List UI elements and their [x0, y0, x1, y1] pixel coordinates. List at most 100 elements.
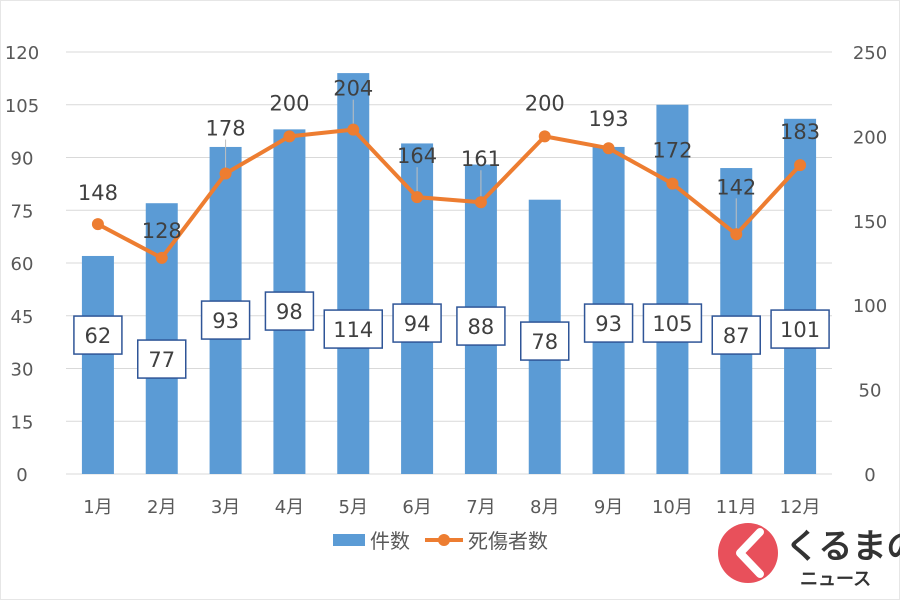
line-data-label: 161: [461, 147, 501, 171]
line-series: [91, 123, 807, 264]
x-tick-label: 9月: [594, 497, 623, 518]
x-tick-label: 5月: [339, 497, 368, 518]
right-tick-label: 50: [859, 381, 882, 402]
right-tick-label: 0: [864, 465, 875, 486]
line-point: [347, 123, 360, 136]
bar-label-box: [323, 309, 383, 349]
logo-text-main: くるまの: [785, 527, 900, 567]
left-tick-label: 105: [5, 96, 39, 117]
line-data-label: 142: [716, 175, 756, 199]
bar-data-label: 77: [148, 348, 175, 372]
legend-line-marker: [438, 534, 450, 546]
gridlines: [66, 51, 832, 475]
right-tick-label: 250: [853, 43, 887, 64]
line-point: [602, 142, 615, 155]
bar-data-label: 114: [333, 318, 373, 342]
bar: [656, 104, 689, 474]
line-data-label: 164: [397, 144, 437, 168]
line-point: [283, 130, 296, 143]
bar-data-label: 101: [780, 318, 820, 342]
bar-label-box: [711, 315, 761, 355]
bar: [81, 255, 114, 474]
logo-circle: [718, 523, 778, 583]
bar-data-label: 94: [404, 312, 431, 336]
bar-data-label: 93: [595, 312, 622, 336]
bar-data-label: 93: [212, 309, 239, 333]
right-tick-label: 100: [853, 296, 887, 317]
x-tick-label: 1月: [83, 497, 112, 518]
kurumanonews-logo: くるまの ニュース: [718, 523, 900, 590]
x-tick-label: 8月: [530, 497, 559, 518]
bar-label-box: [73, 315, 123, 355]
x-tick-label: 4月: [275, 497, 304, 518]
x-tick-label: 10月: [652, 497, 693, 518]
x-tick-label: 12月: [780, 497, 821, 518]
line-data-label: 193: [589, 107, 629, 131]
line-path: [96, 127, 802, 260]
bar: [784, 118, 817, 475]
line-point: [155, 251, 168, 264]
logo-chevron-icon: [736, 528, 764, 578]
left-tick-label: 60: [11, 254, 34, 275]
left-tick-label: 45: [11, 307, 34, 328]
line-data-label: 128: [142, 219, 182, 243]
line-point: [219, 167, 232, 180]
bar-label-box: [770, 309, 830, 349]
bar-data-label: 87: [723, 324, 750, 348]
bar-label-box: [200, 300, 251, 340]
right-tick-label: 150: [853, 212, 887, 233]
legend: 件数 死傷者数: [333, 529, 548, 553]
bar-data-label: 105: [652, 312, 692, 336]
line-data-label: 204: [333, 77, 373, 101]
bar-label-box: [642, 303, 703, 343]
legend-bar-swatch: [333, 534, 365, 546]
bar-label-box: [392, 303, 442, 343]
line-point: [538, 130, 551, 143]
bar-data-label: 98: [276, 300, 303, 324]
legend-bar-label: 件数: [370, 529, 410, 553]
right-tick-label: 200: [853, 127, 887, 148]
left-tick-label: 30: [11, 360, 34, 381]
line-point: [411, 191, 424, 204]
x-axis: 1月 2月 3月 4月 5月 6月 7月 8月 9月 10月 11月 12月: [83, 497, 820, 518]
line-point: [666, 177, 679, 190]
right-y-axis: 0 50 100 150 200 250: [853, 43, 887, 486]
left-tick-label: 0: [16, 465, 27, 486]
logo-text-sub: ニュース: [800, 569, 871, 590]
line-data-label: 148: [78, 181, 118, 205]
line-point: [474, 196, 487, 209]
bar-data-label: 88: [468, 315, 495, 339]
line-point: [730, 228, 743, 241]
bar-label-box: [583, 303, 634, 343]
bar-label-box: [456, 306, 506, 346]
left-tick-label: 75: [11, 201, 34, 222]
bar-data-label: 78: [531, 330, 558, 354]
x-tick-label: 2月: [147, 497, 176, 518]
x-tick-label: 11月: [716, 497, 757, 518]
left-tick-label: 90: [11, 149, 34, 170]
line-data-label: 183: [780, 120, 820, 144]
bar-data-labels: 62 77 93 98 114 94 88 78 93 105 87 101: [73, 291, 830, 379]
line-data-label: 200: [269, 91, 309, 115]
leader-lines: [225, 99, 737, 229]
bar-label-box: [520, 321, 570, 361]
line-data-label: 200: [525, 91, 565, 115]
line-data-label: 178: [206, 117, 246, 141]
x-tick-label: 6月: [402, 497, 431, 518]
bar: [145, 203, 178, 474]
left-tick-label: 120: [5, 43, 39, 64]
line-point: [794, 159, 807, 172]
left-tick-label: 15: [11, 412, 34, 433]
line-point: [91, 218, 104, 231]
bar-data-label: 62: [85, 324, 112, 348]
bar-label-box: [137, 339, 187, 379]
legend-line-label: 死傷者数: [468, 529, 548, 553]
bar-label-box: [264, 291, 315, 331]
x-tick-label: 7月: [466, 497, 495, 518]
left-y-axis: 0 15 30 45 60 75 90 105 120: [5, 43, 39, 486]
x-tick-label: 3月: [211, 497, 240, 518]
line-data-label: 172: [652, 139, 692, 163]
